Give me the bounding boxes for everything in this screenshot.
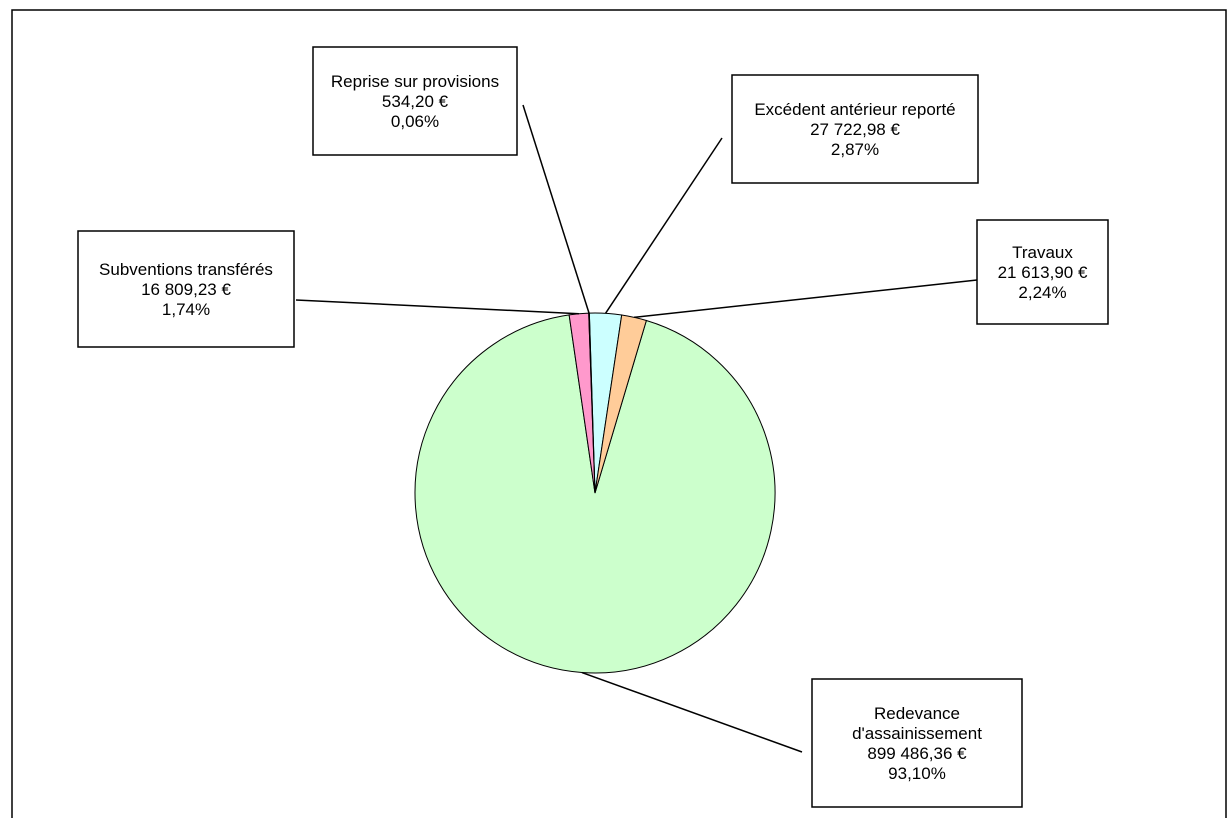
slice-percent: 2,87%	[831, 140, 879, 159]
slice-value: 534,20 €	[382, 92, 449, 111]
slice-label: d'assainissement	[852, 724, 982, 743]
leader-line-redevance-d-assainissement	[581, 671, 803, 753]
slice-percent: 93,10%	[888, 764, 946, 783]
slice-value: 21 613,90 €	[998, 263, 1088, 282]
slice-value: 16 809,23 €	[141, 280, 231, 299]
slice-percent: 2,24%	[1018, 283, 1066, 302]
slice-value: 27 722,98 €	[810, 120, 900, 139]
slice-percent: 0,06%	[391, 112, 439, 131]
data-label-box	[811, 678, 1023, 808]
slice-label: Reprise sur provisions	[331, 72, 499, 91]
data-label-box	[77, 230, 295, 348]
pie-slice-redevance-d-assainissement	[414, 314, 776, 674]
slice-percent: 1,74%	[162, 300, 210, 319]
leader-line-exc-dent-ant-rieur-report-	[604, 137, 723, 314]
slice-label: Subventions transférés	[99, 260, 273, 279]
leader-line-subventions-transf-r-s	[295, 299, 579, 315]
slice-value: 899 486,36 €	[867, 744, 967, 763]
leader-line-reprise-sur-provisions	[522, 104, 590, 314]
slice-label: Travaux	[1012, 243, 1073, 262]
leader-line-travaux	[634, 279, 978, 319]
slices-layer	[414, 312, 776, 674]
data-label-box	[312, 46, 518, 156]
slice-label: Redevance	[874, 704, 960, 723]
data-label-box	[731, 74, 979, 184]
data-label-box	[976, 219, 1109, 325]
leader-lines-layer	[295, 104, 978, 753]
slice-label: Excédent antérieur reporté	[754, 100, 955, 119]
